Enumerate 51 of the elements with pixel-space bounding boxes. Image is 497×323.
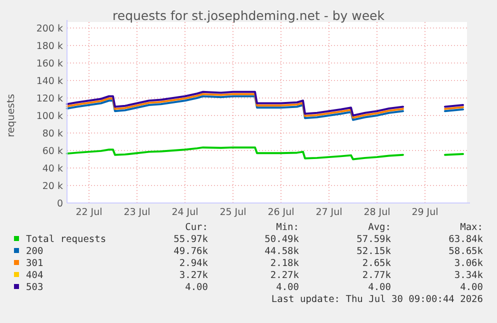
text: Max: <box>460 222 483 233</box>
text: 4.00 <box>460 282 484 293</box>
y-tick-label: 100 k <box>36 111 64 122</box>
text: 49.76k <box>174 246 208 257</box>
text: 63.84k <box>448 234 484 245</box>
y-tick-label: 40 k <box>42 164 64 174</box>
legend-label: 200 <box>26 246 44 257</box>
text: Last update: Thu Jul 30 09:00:44 2026 <box>271 294 484 305</box>
text: 57.59k <box>356 234 392 245</box>
text: 2.94k <box>179 258 208 269</box>
legend-label: 503 <box>26 282 44 293</box>
text: 4.00 <box>368 282 392 293</box>
y-tick-label: 200 k <box>36 24 64 34</box>
text: 52.15k <box>356 246 392 257</box>
y-tick-label: 120 k <box>36 94 64 104</box>
text: 3.34k <box>454 270 484 281</box>
text: 55.97k <box>174 234 208 245</box>
y-tick-label: 80 k <box>42 128 64 140</box>
text: 44.58k <box>264 246 300 257</box>
text: 2.18k <box>270 258 300 269</box>
x-tick-label: 24 Jul <box>172 207 198 218</box>
y-tick-label: 60 k <box>42 146 64 157</box>
y-tick-label: 0 <box>56 198 63 210</box>
x-tick-label: 23 Jul <box>124 207 150 218</box>
text: 4.00 <box>185 282 208 293</box>
text: 2.65k <box>362 258 392 269</box>
chart-title: requests for st.josephdeming.net - by week <box>112 8 386 23</box>
x-tick-label: 27 Jul <box>316 207 342 218</box>
text: 3.06k <box>454 258 484 269</box>
text: 2.27k <box>270 270 300 281</box>
y-axis-title: requests <box>6 94 17 138</box>
legend-label: 404 <box>26 270 44 281</box>
text: 4.00 <box>276 282 300 293</box>
x-tick-label: 28 Jul <box>364 207 390 218</box>
y-tick-label: 20 k <box>42 181 64 192</box>
text: Avg: <box>368 222 391 233</box>
text: 58.65k <box>448 246 484 257</box>
legend-label: 301 <box>26 258 44 269</box>
text: Cur: <box>185 222 208 233</box>
text: 50.49k <box>264 234 300 245</box>
x-tick-label: 26 Jul <box>268 207 294 218</box>
text: Min: <box>276 222 299 233</box>
x-tick-label: 29 Jul <box>412 207 438 218</box>
text: 3.27k <box>179 270 208 281</box>
y-tick-label: 180 k <box>36 41 64 52</box>
text: 2.77k <box>362 270 392 281</box>
y-tick-label: 160 k <box>36 58 64 70</box>
y-tick-label: 140 k <box>36 76 64 87</box>
x-tick-label: 25 Jul <box>220 207 246 218</box>
x-tick-label: 22 Jul <box>76 207 102 218</box>
legend-label: Total requests <box>26 234 106 245</box>
